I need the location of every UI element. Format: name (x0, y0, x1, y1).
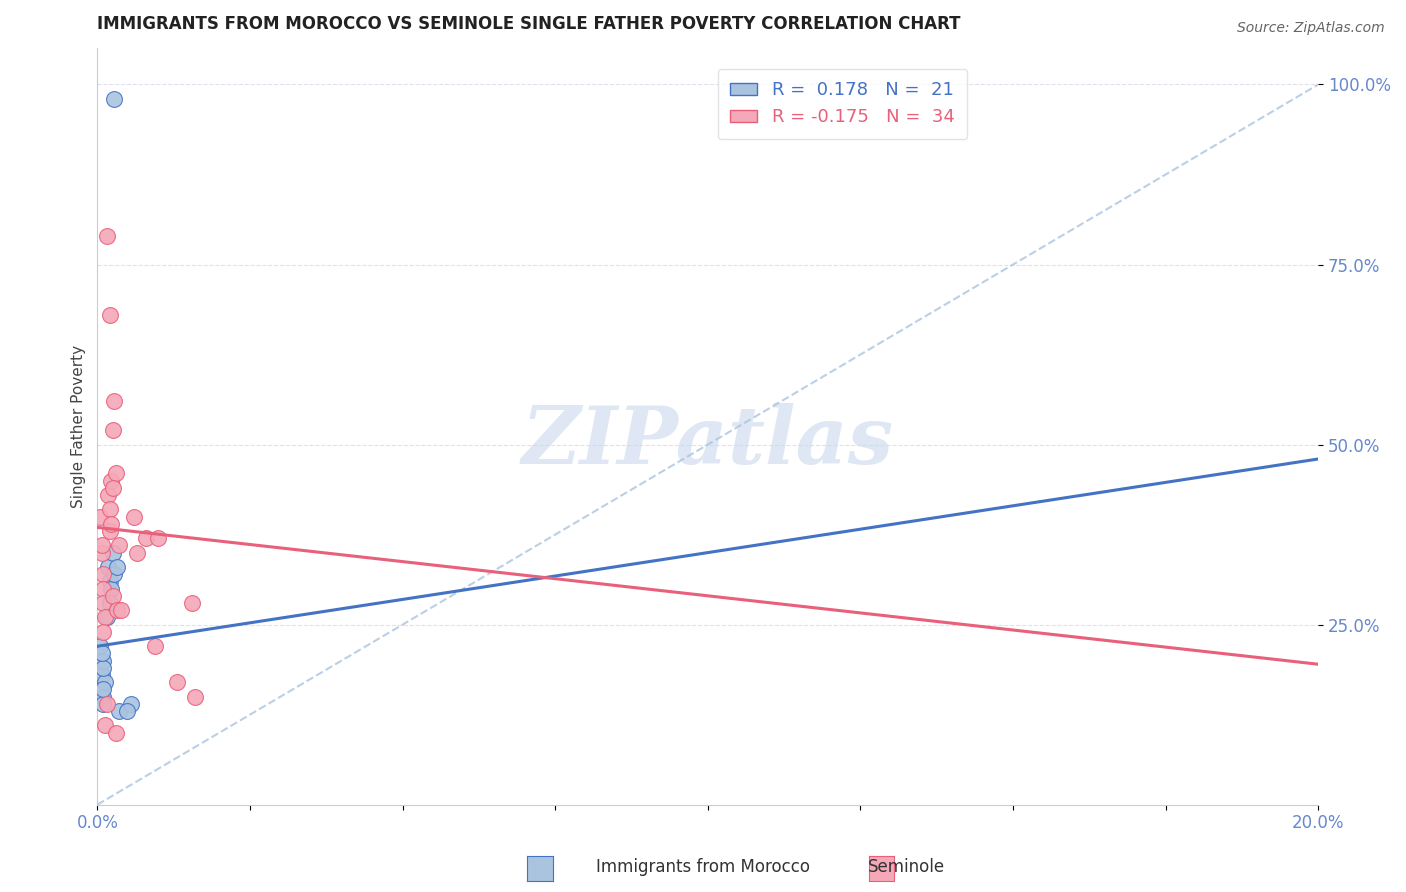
Point (93, 624, 115, 639)
Point (93, 697, 115, 711)
Point (91, 546, 114, 560)
Point (91, 647, 114, 661)
Point (148, 531, 170, 545)
Point (100, 516, 122, 531)
Point (101, 481, 124, 495)
Point (98, 524, 121, 538)
Point (100, 582, 122, 596)
Text: Immigrants from Morocco: Immigrants from Morocco (596, 858, 810, 876)
Point (101, 589, 124, 603)
Point (97, 488, 120, 502)
Point (93, 661, 115, 675)
Point (91, 538, 114, 552)
Y-axis label: Single Father Poverty: Single Father Poverty (72, 345, 86, 508)
Point (89, 639, 111, 653)
Point (107, 538, 129, 552)
Point (100, 474, 122, 488)
Text: ZIPatlas: ZIPatlas (522, 403, 894, 481)
Point (107, 704, 129, 718)
Point (93, 654, 115, 668)
Point (120, 697, 142, 711)
Point (93, 567, 115, 582)
Point (98, 596, 121, 610)
Text: Seminole: Seminole (869, 858, 945, 876)
Point (98, 574, 121, 589)
Point (101, 423, 124, 437)
Point (93, 718, 115, 732)
Legend: R =  0.178   N =  21, R = -0.175   N =  34: R = 0.178 N = 21, R = -0.175 N = 34 (717, 69, 967, 139)
Point (135, 531, 157, 545)
Point (93, 675, 115, 690)
Point (103, 92, 125, 106)
Point (104, 467, 127, 481)
Point (97, 560, 120, 574)
Point (125, 546, 148, 560)
Point (115, 704, 138, 718)
Point (98, 502, 121, 516)
Point (96, 228, 118, 243)
Point (103, 394, 125, 409)
Point (184, 690, 207, 704)
Point (110, 603, 132, 617)
Point (93, 610, 115, 624)
Point (89, 509, 111, 524)
Text: IMMIGRANTS FROM MOROCCO VS SEMINOLE SINGLE FATHER POVERTY CORRELATION CHART: IMMIGRANTS FROM MOROCCO VS SEMINOLE SING… (97, 15, 960, 33)
Point (93, 582, 115, 596)
Point (93, 596, 115, 610)
Point (143, 639, 166, 653)
Point (91, 668, 114, 682)
Point (166, 675, 188, 690)
Text: Source: ZipAtlas.com: Source: ZipAtlas.com (1237, 21, 1385, 35)
Point (105, 560, 128, 574)
Point (181, 596, 204, 610)
Point (104, 725, 127, 739)
Point (103, 567, 125, 582)
Point (93, 682, 115, 697)
Point (122, 509, 145, 524)
Point (98, 308, 121, 322)
Point (101, 546, 124, 560)
Point (96, 610, 118, 624)
Point (105, 603, 128, 617)
Point (93, 690, 115, 704)
Point (96, 697, 118, 711)
